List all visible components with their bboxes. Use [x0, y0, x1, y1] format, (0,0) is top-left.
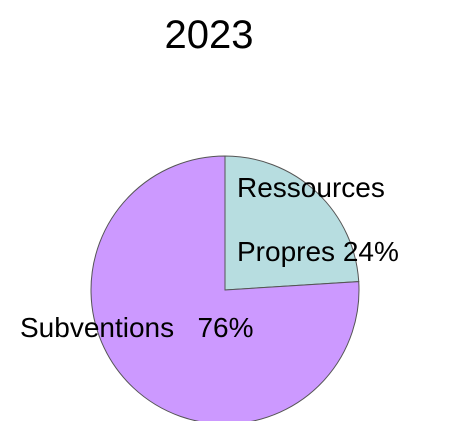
pie-slice-label-1-line-0: Subventions 76% — [20, 312, 254, 343]
pie-labels: Ressources Propres 24% Subventions 76% — [20, 172, 399, 343]
pie-slice-0 — [224, 155, 360, 291]
pie-slices — [90, 155, 360, 425]
chart-title: 2023 — [165, 13, 254, 57]
pie-slice-label-0-line-1: Propres 24% — [237, 236, 399, 267]
pie-slice-1 — [90, 155, 360, 425]
pie-slice-label-0-line-0: Ressources — [237, 172, 385, 203]
